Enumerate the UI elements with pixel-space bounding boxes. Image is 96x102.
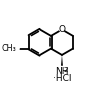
Text: 2: 2 bbox=[63, 67, 68, 73]
Polygon shape bbox=[61, 55, 63, 66]
Text: NH: NH bbox=[55, 67, 69, 76]
Circle shape bbox=[60, 27, 64, 32]
Text: ·HCl: ·HCl bbox=[53, 74, 72, 83]
Circle shape bbox=[14, 46, 19, 51]
Text: CH₃: CH₃ bbox=[1, 44, 16, 53]
Text: O: O bbox=[58, 25, 65, 34]
